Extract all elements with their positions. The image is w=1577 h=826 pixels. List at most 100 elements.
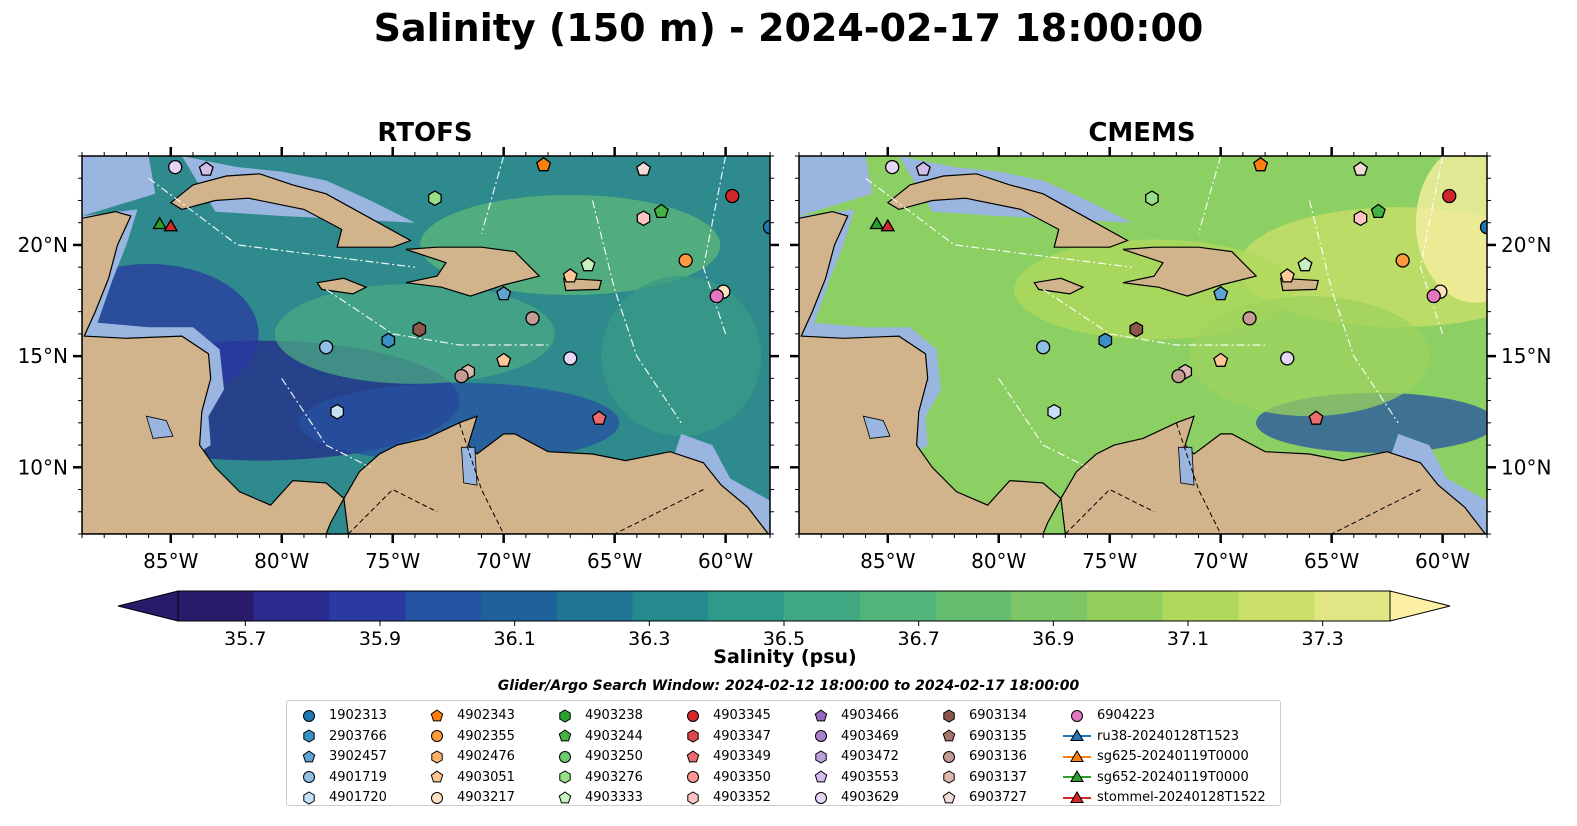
legend-label: 6903137 (969, 769, 1027, 785)
cmems-obs-marker (885, 159, 900, 175)
rtofs-obs-marker (454, 368, 469, 384)
cmems-obs-marker (1171, 368, 1186, 384)
legend-entry: 6904223 (1063, 705, 1155, 726)
legend-label: 4903345 (713, 708, 771, 723)
rtofs-obs-marker (536, 156, 552, 172)
rtofs-x-tick-label: 75°W (365, 549, 420, 573)
legend-label: 2903766 (329, 728, 387, 744)
legend-label: stommel-20240128T1522 (1097, 790, 1266, 805)
rtofs-obs-marker (198, 161, 214, 176)
legend-label: 6903136 (969, 749, 1027, 764)
legend-marker-icon (943, 750, 955, 763)
rtofs-obs-marker (762, 220, 770, 235)
cmems-obs-marker (1353, 210, 1368, 227)
rtofs-obs-marker (678, 253, 693, 268)
panel-title-cmems: CMEMS (1088, 118, 1196, 148)
legend-marker-icon (686, 749, 700, 762)
cmems-obs-marker (1047, 403, 1062, 420)
legend-entry: 4903276 (551, 767, 643, 788)
cmems-obs-marker (1035, 340, 1051, 355)
legend-marker-icon (559, 750, 571, 763)
cmems-obs-marker (1253, 156, 1269, 172)
map-panel-cmems: 85°W 80°W 75°W 70°W 65°W 60°W 20°N 15°N 10°N (790, 147, 1551, 573)
legend-entry: ru38-20240128T1523 (1063, 726, 1239, 747)
legend-entry: 4901719 (295, 767, 387, 788)
cmems-obs-marker (880, 218, 896, 232)
colorbar-bin (481, 591, 558, 621)
cmems-obs-marker (869, 216, 885, 230)
legend-label: 6904223 (1097, 708, 1155, 723)
rtofs-land-hispaniola (405, 246, 541, 297)
legend-entry: 6903727 (935, 787, 1027, 808)
legend-marker-icon (558, 790, 572, 803)
colorbar-label: Salinity (psu) (713, 646, 857, 668)
legend-marker-icon (1063, 729, 1091, 741)
legend-entry: 4903347 (679, 726, 771, 747)
legend-entry: 4902355 (423, 726, 515, 747)
legend-marker-icon (687, 729, 699, 743)
cmems-y-tick-label: 20°N (1501, 233, 1551, 257)
legend-entry: 4903250 (551, 746, 643, 767)
colorbar-tick-label: 36.7 (898, 628, 940, 645)
legend-marker-icon (431, 791, 443, 804)
colorbar-tick-label: 36.1 (494, 628, 536, 645)
colorbar-bin (1238, 591, 1315, 621)
legend-marker-icon (942, 790, 956, 803)
colorbar-tick-label: 36.5 (763, 628, 805, 645)
rtofs-obs-marker (496, 352, 512, 367)
legend-marker-icon (815, 749, 827, 764)
rtofs-land-cuba (169, 173, 412, 248)
legend-entry: 4903466 (807, 705, 899, 726)
rtofs-land-jamaica (316, 277, 368, 295)
legend-entry: 6903137 (935, 767, 1027, 788)
cmems-obs-marker (1370, 203, 1386, 219)
colorbar-bin (1087, 591, 1164, 621)
colorbar-extend-high (1389, 590, 1451, 622)
cmems-obs-marker (1352, 161, 1369, 176)
legend-marker-icon (814, 708, 828, 721)
legend-marker-icon (430, 770, 444, 783)
legend-entry: 4903238 (551, 705, 643, 726)
legend-label: 4902476 (457, 749, 515, 764)
cmems-x-tick-label: 75°W (1082, 549, 1137, 573)
legend-marker-icon (687, 771, 699, 783)
legend-marker-icon (302, 749, 316, 762)
cmems-x-tick-label: 65°W (1304, 549, 1359, 573)
rtofs-obs-marker (580, 256, 596, 272)
colorbar-bin (784, 591, 861, 621)
rtofs-obs-marker (330, 403, 345, 420)
cmems-obs-marker (1145, 190, 1159, 207)
legend-label: 1902313 (329, 708, 387, 723)
rtofs-y-tick-label: 20°N (18, 233, 68, 257)
rtofs-land-yucatan (82, 210, 345, 534)
legend-marker-icon (431, 749, 443, 764)
legend-entry: 3902457 (295, 746, 387, 767)
legend-label: 4903244 (585, 728, 643, 744)
legend-label: 4903349 (713, 749, 771, 764)
cmems-y-tick-label: 10°N (1501, 455, 1551, 479)
map-panel-rtofs: 85°W 80°W 75°W 70°W 65°W 60°W 20°N 15°N 10°N (18, 147, 779, 573)
rtofs-x-tick-label: 85°W (143, 549, 198, 573)
legend-marker-icon (815, 791, 827, 804)
cmems-obs-marker (1479, 220, 1487, 235)
legend-label: sg652-20240119T0000 (1097, 769, 1249, 785)
legend-label: 4903553 (841, 769, 899, 785)
cmems-salinity-field (1189, 296, 1430, 417)
cmems-obs-marker (1279, 268, 1295, 283)
colorbar-bin (405, 591, 482, 621)
legend-marker-icon (559, 708, 571, 723)
legend-entry: 4903472 (807, 746, 899, 767)
cmems-obs-marker (1129, 321, 1144, 338)
rtofs-x-tick-label: 65°W (587, 549, 642, 573)
cmems-land-cuba (886, 173, 1129, 248)
cmems-obs-marker (1308, 410, 1324, 425)
legend-entry: 4903333 (551, 787, 643, 808)
legend-label: 6903134 (969, 708, 1027, 723)
rtofs-y-tick-label: 10°N (18, 455, 68, 479)
cmems-obs-marker (1442, 188, 1457, 204)
legend-marker-icon (943, 708, 955, 723)
legend-entry: 4901720 (295, 787, 387, 808)
cmems-land-jamaica (1033, 277, 1085, 295)
colorbar-bin (1011, 591, 1088, 621)
legend-label: 4903276 (585, 769, 643, 785)
